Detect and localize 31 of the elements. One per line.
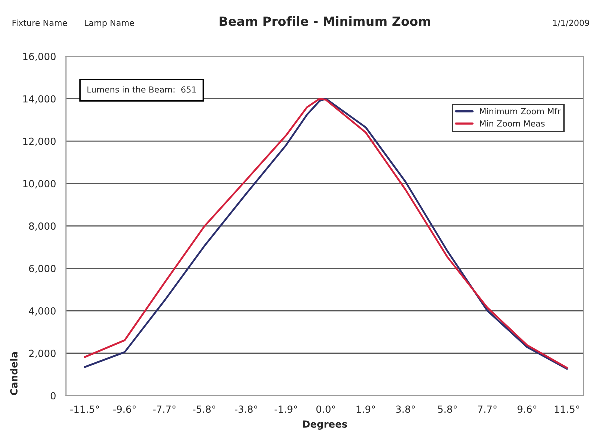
y-tick-label: 8,000	[29, 222, 56, 232]
text: 1/1/2009	[553, 20, 590, 27]
x-tick-label: 9.6°	[518, 406, 537, 414]
x-tick-label: -5.8°	[193, 406, 216, 414]
x-tick-label: 1.9°	[356, 406, 376, 414]
x-tick-label: -9.6°	[113, 406, 136, 414]
y-axis-title: Candela	[10, 352, 18, 396]
legend-label: Min Zoom Meas	[480, 120, 545, 127]
y-tick-label: 4,000	[29, 308, 56, 316]
x-tick-label: -7.7°	[153, 406, 176, 413]
y-tick-label: 6,000	[29, 265, 56, 274]
y-tick-label: 14,000	[24, 95, 56, 104]
y-tick-label: 2,000	[29, 350, 56, 358]
annotation: Lumens in the Beam: 651	[88, 86, 196, 93]
x-axis-title: Degrees	[303, 420, 348, 430]
x-tick-label: 11.5°	[554, 406, 580, 414]
x-tick-label: 5.8°	[438, 406, 457, 414]
legend-label: Minimum Zoom Mfr	[480, 108, 561, 115]
x-tick-label: -11.5°	[70, 406, 100, 414]
x-tick-label: 7.7°	[478, 406, 497, 413]
chart-title: Beam Profile - Minimum Zoom	[220, 16, 430, 26]
x-tick-label: -3.8°	[235, 406, 258, 414]
y-tick-label: 0	[50, 392, 56, 400]
text: Lamp Name	[85, 20, 134, 28]
y-tick-label: 10,000	[24, 180, 56, 189]
text: Fixture Name	[12, 20, 68, 26]
y-tick-label: 16,000	[24, 53, 56, 62]
x-tick-label: -1.9°	[274, 406, 298, 414]
y-tick-label: 12,000	[24, 138, 56, 146]
x-tick-label: 0.0°	[316, 406, 336, 414]
x-tick-label: 3.8°	[396, 406, 416, 414]
